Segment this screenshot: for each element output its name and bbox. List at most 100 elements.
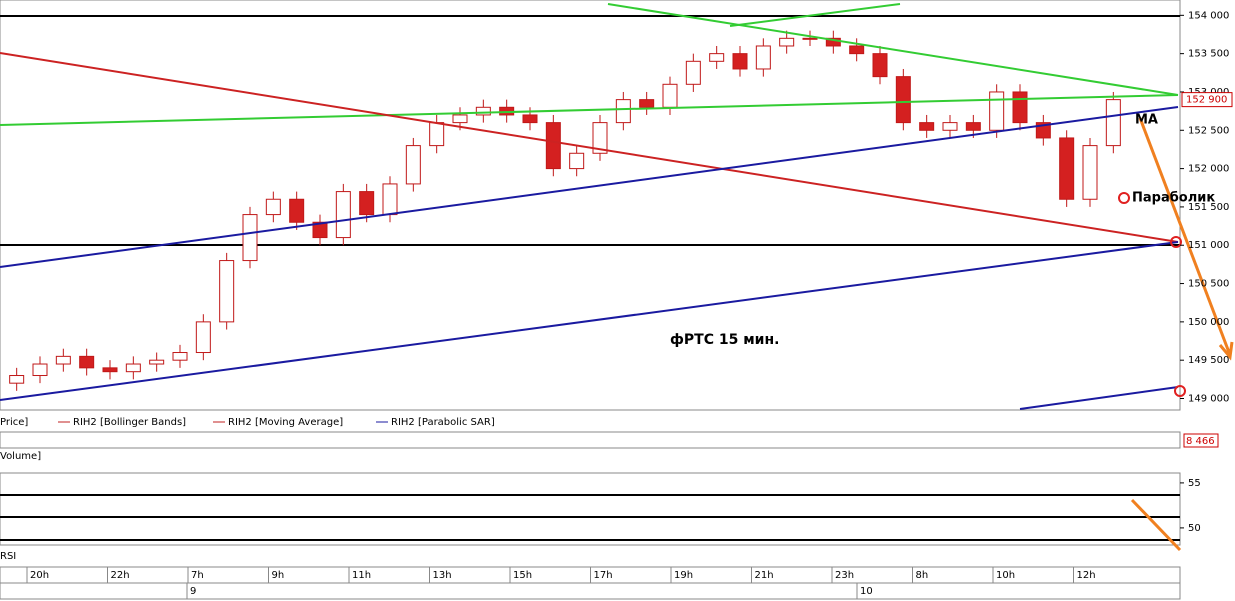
candle-body bbox=[475, 106, 491, 116]
time-label: 17h bbox=[594, 570, 613, 581]
rsi-tick-label: 55 bbox=[1188, 478, 1201, 489]
candle-body bbox=[592, 122, 608, 154]
candle-body bbox=[825, 37, 841, 47]
time-label: 7h bbox=[191, 570, 204, 581]
volume-panel bbox=[0, 431, 1181, 449]
legend-label: Price] bbox=[0, 417, 28, 428]
candle-body bbox=[942, 122, 958, 131]
rsi-tick-label: 50 bbox=[1188, 523, 1201, 534]
candle-body bbox=[265, 198, 281, 216]
candle-body bbox=[639, 99, 655, 108]
trend-line bbox=[607, 3, 1179, 96]
time-label: 12h bbox=[1077, 570, 1096, 581]
legend-label: RIH2 [Parabolic SAR] bbox=[391, 417, 495, 428]
time-label: 20h bbox=[30, 570, 49, 581]
candle-body bbox=[779, 37, 795, 47]
time-label: 15h bbox=[513, 570, 532, 581]
y-tick-label: 154 000 bbox=[1188, 10, 1229, 21]
candle-body bbox=[732, 53, 748, 70]
candle-body bbox=[382, 183, 398, 216]
time-label: 9h bbox=[272, 570, 285, 581]
forecast-arrow bbox=[1138, 117, 1232, 356]
candle-body bbox=[755, 45, 771, 70]
candle-body bbox=[149, 359, 165, 365]
price-panel bbox=[0, 0, 1181, 411]
y-tick-label: 151 500 bbox=[1188, 202, 1229, 213]
candle-body bbox=[989, 91, 1005, 131]
candle-body bbox=[125, 363, 141, 373]
time-label: 13h bbox=[433, 570, 452, 581]
trend-line bbox=[1019, 386, 1179, 410]
candle-body bbox=[9, 375, 25, 384]
arrow-head bbox=[1218, 341, 1234, 361]
price-tag bbox=[1181, 92, 1233, 108]
y-tick-label: 152 500 bbox=[1188, 125, 1229, 136]
time-label: 11h bbox=[352, 570, 371, 581]
candle-body bbox=[242, 214, 258, 262]
rsi-panel bbox=[0, 472, 1181, 546]
candle-body bbox=[195, 321, 211, 354]
candle-body bbox=[685, 60, 701, 85]
candle-body bbox=[55, 355, 71, 365]
legend-label: RIH2 [Bollinger Bands] bbox=[73, 417, 186, 428]
candle-body bbox=[102, 367, 118, 373]
annotation: фРТС 15 мин. bbox=[670, 332, 779, 348]
y-tick-label: 153 500 bbox=[1188, 49, 1229, 60]
trend-line bbox=[0, 94, 1179, 126]
candle-body bbox=[965, 122, 981, 131]
candle-body bbox=[615, 99, 631, 124]
candle-body bbox=[569, 152, 585, 170]
volume-tag bbox=[1183, 433, 1219, 448]
date-label: 10 bbox=[860, 586, 873, 597]
candle-body bbox=[452, 114, 468, 124]
y-tick-label: 151 000 bbox=[1188, 240, 1229, 251]
candle-body bbox=[79, 355, 95, 369]
panel-label: RSI bbox=[0, 551, 16, 562]
time-label: 19h bbox=[674, 570, 693, 581]
y-tick-label: 152 000 bbox=[1188, 164, 1229, 175]
marker bbox=[1170, 236, 1182, 248]
candle-body bbox=[1082, 145, 1098, 200]
candle-body bbox=[849, 45, 865, 55]
candle-body bbox=[1012, 91, 1028, 124]
ma-label: МА bbox=[1135, 113, 1158, 128]
trend-line bbox=[0, 241, 1179, 401]
candle-body bbox=[32, 363, 48, 377]
price-tag-label: 152 900 bbox=[1186, 95, 1227, 106]
candle-body bbox=[709, 53, 725, 62]
y-tick-label: 150 500 bbox=[1188, 279, 1229, 290]
candles bbox=[9, 30, 1121, 391]
marker bbox=[1118, 192, 1130, 204]
forecast-arrow bbox=[1130, 498, 1182, 552]
y-tick-label: 150 000 bbox=[1188, 317, 1229, 328]
candle-body bbox=[545, 122, 561, 170]
panel-label: Volume] bbox=[0, 451, 41, 462]
candle-body bbox=[359, 191, 375, 216]
trend-line bbox=[0, 52, 1179, 243]
candle-body bbox=[919, 122, 935, 131]
candle-body bbox=[802, 37, 818, 40]
time-label: 10h bbox=[996, 570, 1015, 581]
candle-body bbox=[219, 260, 235, 323]
time-label: 22h bbox=[111, 570, 130, 581]
candle-body bbox=[429, 122, 445, 147]
candle-body bbox=[405, 145, 421, 185]
legend-label: RIH2 [Moving Average] bbox=[228, 417, 343, 428]
marker bbox=[1174, 385, 1186, 397]
candle-body bbox=[289, 198, 305, 223]
volume-value: 8 466 bbox=[1186, 436, 1215, 447]
candle-body bbox=[335, 191, 351, 239]
candle-body bbox=[312, 221, 328, 239]
parabolic-label: Параболик bbox=[1132, 191, 1215, 206]
date-label: 9 bbox=[190, 586, 196, 597]
y-tick-label: 149 500 bbox=[1188, 355, 1229, 366]
candle-body bbox=[1059, 137, 1075, 200]
legend: Price] RIH2 [Bollinger Bands] RIH2 [Moving… bbox=[0, 417, 495, 428]
time-label: 21h bbox=[755, 570, 774, 581]
time-label: 23h bbox=[835, 570, 854, 581]
candle-body bbox=[872, 53, 888, 78]
candle-body bbox=[662, 83, 678, 108]
candle-body bbox=[522, 114, 538, 124]
trend-line bbox=[729, 3, 901, 27]
